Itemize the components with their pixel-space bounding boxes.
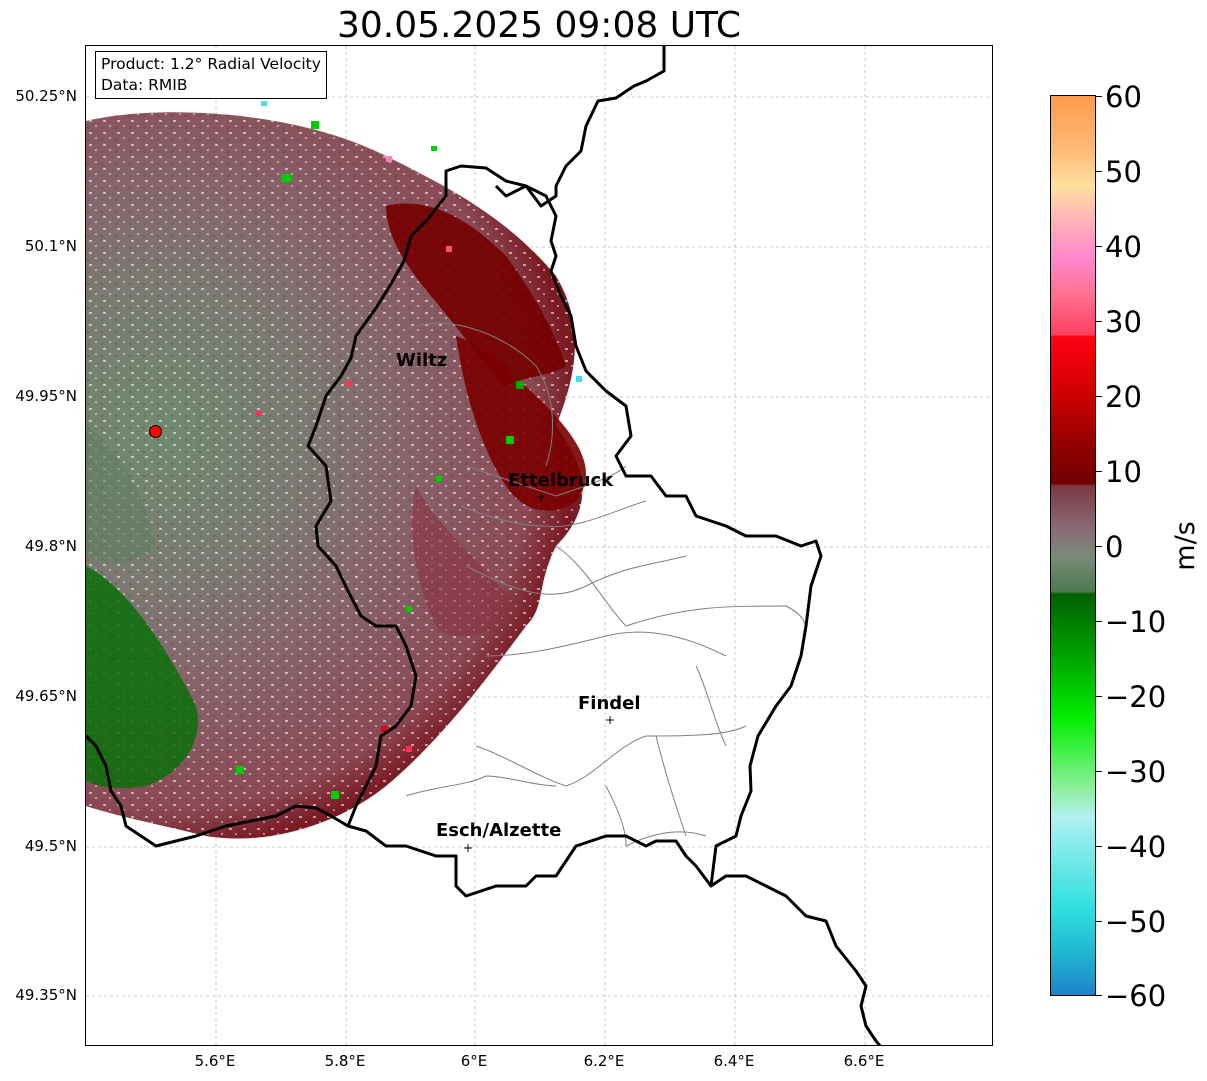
colorbar-tick (1096, 921, 1102, 922)
radar-echo-field (86, 101, 586, 839)
colorbar-tick-label: −30 (1105, 755, 1167, 789)
colorbar-tick-label: 10 (1105, 455, 1142, 489)
colorbar-unit-label: m/s (1170, 521, 1201, 571)
colorbar-tick (1096, 771, 1102, 772)
place-label-findel: Findel (578, 693, 641, 714)
colorbar-tick (1096, 995, 1102, 996)
place-label-esch-alzette: Esch/Alzette (436, 820, 562, 841)
colorbar-tick-label: 20 (1105, 380, 1142, 414)
red-dot-icon[interactable] (149, 425, 162, 438)
colorbar-tick-label: 40 (1105, 230, 1142, 264)
place-label-wiltz: Wiltz (396, 350, 448, 371)
product-label: Product: 1.2° Radial Velocity (101, 55, 321, 73)
lon-label: 5.8°E (324, 1052, 366, 1070)
colorbar-tick-label: 50 (1105, 155, 1142, 189)
colorbar-tick (1096, 471, 1102, 472)
colorbar-tick (1096, 846, 1102, 847)
data-source-label: Data: RMIB (101, 76, 188, 94)
lat-label: 49.5°N (24, 837, 77, 855)
lon-label: 5.6°E (194, 1052, 236, 1070)
cross-marker-icon: + (463, 841, 474, 855)
echo-speckles (236, 101, 582, 799)
airport-cross-icon: + (605, 713, 616, 727)
belgium-france-border (86, 734, 349, 848)
lat-label: 49.35°N (15, 986, 77, 1004)
commune-boundaries (405, 322, 807, 847)
product-info-box: Product: 1.2° Radial Velocity Data: RMIB (95, 51, 327, 99)
lat-label: 49.95°N (15, 387, 77, 405)
lat-label: 49.65°N (15, 687, 77, 705)
lon-label: 6.6°E (843, 1052, 885, 1070)
colorbar (1050, 95, 1096, 996)
colorbar-tick (1096, 321, 1102, 322)
luxembourg-east-border (494, 184, 823, 887)
colorbar-tick-label: −50 (1105, 905, 1167, 939)
cross-marker-icon: + (536, 490, 547, 504)
lon-label: 6°E (460, 1052, 488, 1070)
colorbar-tick-label: −10 (1105, 605, 1167, 639)
lat-label: 50.1°N (24, 237, 77, 255)
colorbar-tick-label: −60 (1105, 979, 1167, 1013)
colorbar-tick-label: 30 (1105, 305, 1142, 339)
colorbar-tick-label: 0 (1105, 530, 1124, 564)
place-label-ettelbruck: Ettelbruck (508, 470, 614, 491)
map-title: 30.05.2025 09:08 UTC (336, 5, 742, 46)
colorbar-tick (1096, 96, 1102, 97)
colorbar-tick-label: 60 (1105, 80, 1142, 114)
colorbar-tick (1096, 396, 1102, 397)
lon-label: 6.2°E (583, 1052, 625, 1070)
colorbar-tick-label: −20 (1105, 680, 1167, 714)
colorbar-tick (1096, 246, 1102, 247)
colorbar-tick-label: −40 (1105, 830, 1167, 864)
lon-label: 6.4°E (713, 1052, 755, 1070)
colorbar-tick (1096, 171, 1102, 172)
colorbar-tick (1096, 621, 1102, 622)
lat-label: 50.25°N (15, 87, 77, 105)
colorbar-tick (1096, 546, 1102, 547)
colorbar-tick (1096, 696, 1102, 697)
radar-map-canvas (86, 46, 992, 1045)
radar-map[interactable] (85, 45, 993, 1046)
lat-label: 49.8°N (24, 537, 77, 555)
